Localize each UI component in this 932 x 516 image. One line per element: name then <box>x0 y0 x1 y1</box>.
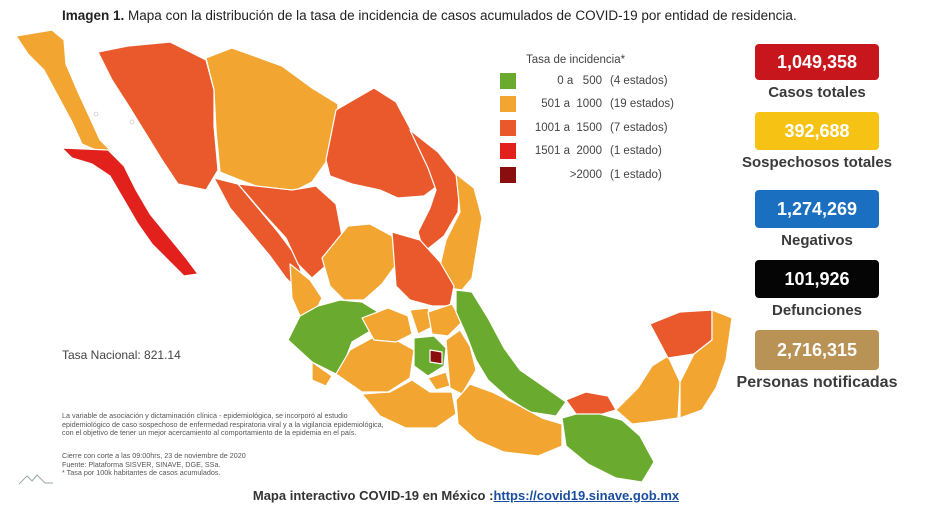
state-guerrero <box>361 379 457 429</box>
incidence-legend: Tasa de incidencia* 0 a 500 (4 estados) … <box>500 54 674 187</box>
state-baja-california-sur <box>61 147 199 277</box>
state-tabasco <box>565 391 617 417</box>
legend-row: 0 a 500 (4 estados) <box>500 69 674 93</box>
state-chihuahua <box>205 47 339 193</box>
stat-sospechosos-totales: 392,688 Sospechosos totales <box>712 112 922 171</box>
stat-label: Casos totales <box>768 84 866 101</box>
stat-label: Sospechosos totales <box>741 154 893 171</box>
state-oaxaca <box>455 383 563 457</box>
stat-personas-notificadas: 2,716,315 Personas notificadas <box>712 330 922 392</box>
stat-value-box: 2,716,315 <box>755 330 879 370</box>
legend-swatch <box>500 96 516 113</box>
legend-row: 1001 a 1500 (7 estados) <box>500 116 674 140</box>
legend-range: >2000 <box>569 168 602 181</box>
state-tamaulipas <box>439 173 483 291</box>
legend-count: (1 estado) <box>610 168 662 181</box>
state-morelos <box>427 371 451 391</box>
stat-value-box: 1,274,269 <box>755 190 879 228</box>
figure-title: Imagen 1. Mapa con la distribución de la… <box>62 8 797 23</box>
note-line: La variable de asociación y dictaminació… <box>62 411 348 420</box>
note-line: con el objetivo de tener un mejor acerca… <box>62 428 357 438</box>
legend-row: >2000 (1 estado) <box>500 163 674 187</box>
state-campeche <box>615 355 681 425</box>
tasa-nacional: Tasa Nacional: 821.14 <box>62 348 181 362</box>
legend-range: 1501 a 2000 <box>534 145 602 158</box>
stat-value-box: 392,688 <box>755 112 879 150</box>
note-line: epidemiológico de caso sospechoso de enf… <box>62 419 384 429</box>
legend-count: (19 estados) <box>610 98 674 111</box>
source-note: Cierre con corte a las 09:00hrs, 23 de n… <box>62 451 442 478</box>
legend-swatch <box>500 166 516 183</box>
state-baja-california <box>15 29 113 153</box>
note-line: * Tasa por 100k habitantes de casos acum… <box>62 468 221 478</box>
figure-title-text: Mapa con la distribución de la tasa de i… <box>128 8 797 23</box>
state-coahuila <box>325 87 441 199</box>
state-sonora <box>97 41 219 191</box>
note-line: Fuente: Plataforma SISVER, SINAVE, DGE, … <box>62 459 221 469</box>
legend-range: 501 a 1000 <box>541 98 602 111</box>
legend-count: (7 estados) <box>610 121 668 134</box>
mountain-logo-icon <box>18 474 53 485</box>
legend-swatch <box>500 72 516 89</box>
state-guanajuato <box>361 307 413 343</box>
state-chiapas <box>561 413 655 483</box>
legend-range: 0 a 500 <box>557 74 602 87</box>
state-zacatecas <box>321 223 399 301</box>
map-link[interactable]: https://covid19.sinave.gob.mx <box>493 488 680 503</box>
figure-title-label: Imagen 1. <box>62 8 125 23</box>
state-puebla <box>445 329 477 395</box>
methodology-note: La variable de asociación y dictaminació… <box>62 411 442 438</box>
stat-value-box: 101,926 <box>755 260 879 298</box>
state-hidalgo <box>427 303 463 337</box>
legend-count: (4 estados) <box>610 74 668 87</box>
legend-row: 1501 a 2000 (1 estado) <box>500 140 674 164</box>
stat-negativos: 1,274,269 Negativos <box>712 190 922 249</box>
legend-swatch <box>500 119 516 136</box>
state-colima <box>311 361 333 387</box>
stat-value-box: 1,049,358 <box>755 44 879 80</box>
state-ciudad-de-mexico <box>429 349 443 365</box>
state-veracruz <box>455 289 567 417</box>
stat-defunciones: 101,926 Defunciones <box>712 260 922 319</box>
legend-range: 1001 a 1500 <box>534 121 602 134</box>
legend-count: (1 estado) <box>610 145 662 158</box>
footer-text: Mapa interactivo COVID-19 en México : <box>252 488 494 503</box>
mexico-incidence-map <box>15 29 733 483</box>
stat-label: Personas notificadas <box>736 374 898 391</box>
legend-swatch <box>500 143 516 160</box>
stat-label: Defunciones <box>771 302 862 319</box>
note-line: Cierre con corte a las 09:00hrs, 23 de n… <box>62 451 246 460</box>
legend-title: Tasa de incidencia* <box>526 54 626 66</box>
footer: Mapa interactivo COVID-19 en México :htt… <box>0 488 932 503</box>
map-graticule-markers <box>93 111 135 125</box>
stat-casos-totales: 1,049,358 Casos totales <box>712 44 922 101</box>
stat-label: Negativos <box>781 232 853 249</box>
legend-row: 501 a 1000 (19 estados) <box>500 93 674 117</box>
state-quintana-roo <box>679 309 733 419</box>
